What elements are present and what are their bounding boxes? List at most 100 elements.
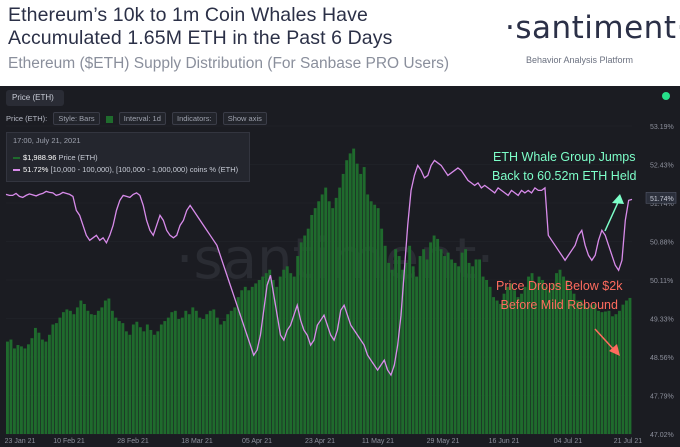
- price-bar: [138, 327, 142, 434]
- live-status-icon: [662, 92, 670, 100]
- y-tick-label: 49.33%: [650, 317, 674, 324]
- x-tick-label: 23 Apr 21: [305, 438, 335, 445]
- color-swatch-icon[interactable]: [105, 115, 113, 123]
- price-bar: [12, 348, 16, 434]
- price-bar: [618, 310, 621, 434]
- metric-pill[interactable]: Price (ETH): [6, 90, 64, 106]
- price-bar: [369, 201, 373, 434]
- whale-arrow-shaft: [604, 197, 621, 232]
- price-bar: [502, 293, 506, 434]
- price-bar: [593, 303, 597, 434]
- price-bar: [44, 341, 48, 434]
- price-bar: [338, 187, 342, 434]
- price-bar: [520, 293, 523, 434]
- price-swatch-icon: [13, 157, 20, 160]
- price-bar: [488, 286, 492, 434]
- price-bar: [614, 314, 618, 434]
- y-tick-label: 53.19%: [650, 124, 674, 131]
- price-bar: [380, 228, 384, 434]
- price-bar: [600, 312, 604, 434]
- price-bar: [450, 259, 454, 434]
- price-bar: [114, 317, 118, 434]
- price-bar: [583, 303, 586, 434]
- price-bar: [541, 280, 544, 434]
- santiment-logo: ·santiment·: [505, 10, 680, 46]
- price-bar: [131, 324, 135, 434]
- price-bar: [296, 256, 300, 434]
- price-bar: [390, 269, 394, 434]
- brand-tagline: Behavior Analysis Platform: [526, 55, 634, 65]
- price-bar: [6, 341, 9, 434]
- y-tick-label: 48.56%: [650, 355, 674, 362]
- price-bar: [222, 321, 226, 434]
- price-bar: [89, 314, 93, 434]
- price-bar: [51, 324, 55, 434]
- price-bar: [474, 259, 478, 434]
- price-bar: [562, 276, 565, 434]
- price-bar: [355, 163, 359, 434]
- price-bar: [72, 314, 76, 434]
- tooltip-price-label: Price (ETH): [58, 153, 98, 162]
- price-bar: [471, 266, 475, 434]
- price-bar: [625, 300, 628, 434]
- indicators-select[interactable]: Indicators:: [172, 112, 217, 125]
- price-bar: [156, 331, 160, 434]
- price-bar: [201, 319, 205, 434]
- price-bar: [107, 298, 111, 434]
- price-bar: [460, 252, 464, 434]
- price-bar: [292, 276, 296, 434]
- price-bar: [282, 269, 286, 434]
- style-select[interactable]: Style: Bars: [53, 112, 100, 125]
- price-bar: [467, 262, 471, 434]
- price-bar: [352, 148, 356, 434]
- price-bar: [205, 314, 209, 434]
- price-bar: [586, 307, 590, 434]
- price-bar: [492, 297, 496, 434]
- chart-title: Ethereum’s 10k to 1m Coin Whales Have Ac…: [8, 4, 392, 50]
- price-bar: [530, 273, 534, 434]
- price-bar: [345, 160, 349, 434]
- show-axis-toggle[interactable]: Show axis: [222, 112, 267, 125]
- price-bar: [191, 307, 195, 434]
- price-bar: [439, 249, 443, 434]
- price-bar: [383, 245, 387, 434]
- price-bar: [19, 346, 23, 434]
- price-bar: [247, 290, 251, 434]
- x-tick-label: 28 Feb 21: [117, 438, 149, 445]
- price-bar: [509, 283, 513, 434]
- price-bar: [457, 266, 461, 434]
- price-bar: [124, 331, 128, 434]
- price-bar: [551, 283, 555, 434]
- price-bar: [331, 208, 335, 434]
- price-bar: [40, 339, 44, 434]
- price-bar: [173, 310, 177, 434]
- price-bar: [257, 280, 261, 434]
- price-bar: [16, 345, 20, 434]
- tooltip-supply-value: 51.72%: [23, 165, 49, 174]
- price-bar: [47, 334, 51, 434]
- price-bar: [411, 266, 415, 434]
- tooltip-supply-row: 51.72% [10,000 - 100,000), [100,000 - 1,…: [13, 165, 238, 174]
- whale-annotation: ETH Whale Group Jumps Back to 60.52m ETH…: [492, 148, 637, 186]
- price-bar: [166, 317, 170, 434]
- price-bar: [527, 276, 530, 434]
- price-bar: [429, 242, 433, 434]
- price-bar: [565, 280, 569, 434]
- x-tick-label: 04 Jul 21: [554, 438, 583, 445]
- price-bar: [285, 266, 289, 434]
- interval-select[interactable]: Interval: 1d: [118, 112, 166, 125]
- price-bar: [481, 276, 485, 434]
- y-tick-label: 51.74%: [650, 201, 674, 208]
- price-bar: [33, 327, 37, 434]
- price-bar: [65, 309, 69, 434]
- price-bar: [397, 256, 401, 434]
- price-arrow-head: [609, 344, 620, 356]
- price-bar: [187, 314, 191, 434]
- price-bar: [313, 208, 317, 434]
- price-annotation: Price Drops Below $2k Before Mild Reboun…: [496, 277, 622, 315]
- price-bar: [240, 290, 244, 434]
- price-bar: [453, 262, 457, 434]
- price-bar: [61, 312, 65, 434]
- price-bar: [495, 300, 499, 434]
- price-bars: [6, 148, 632, 434]
